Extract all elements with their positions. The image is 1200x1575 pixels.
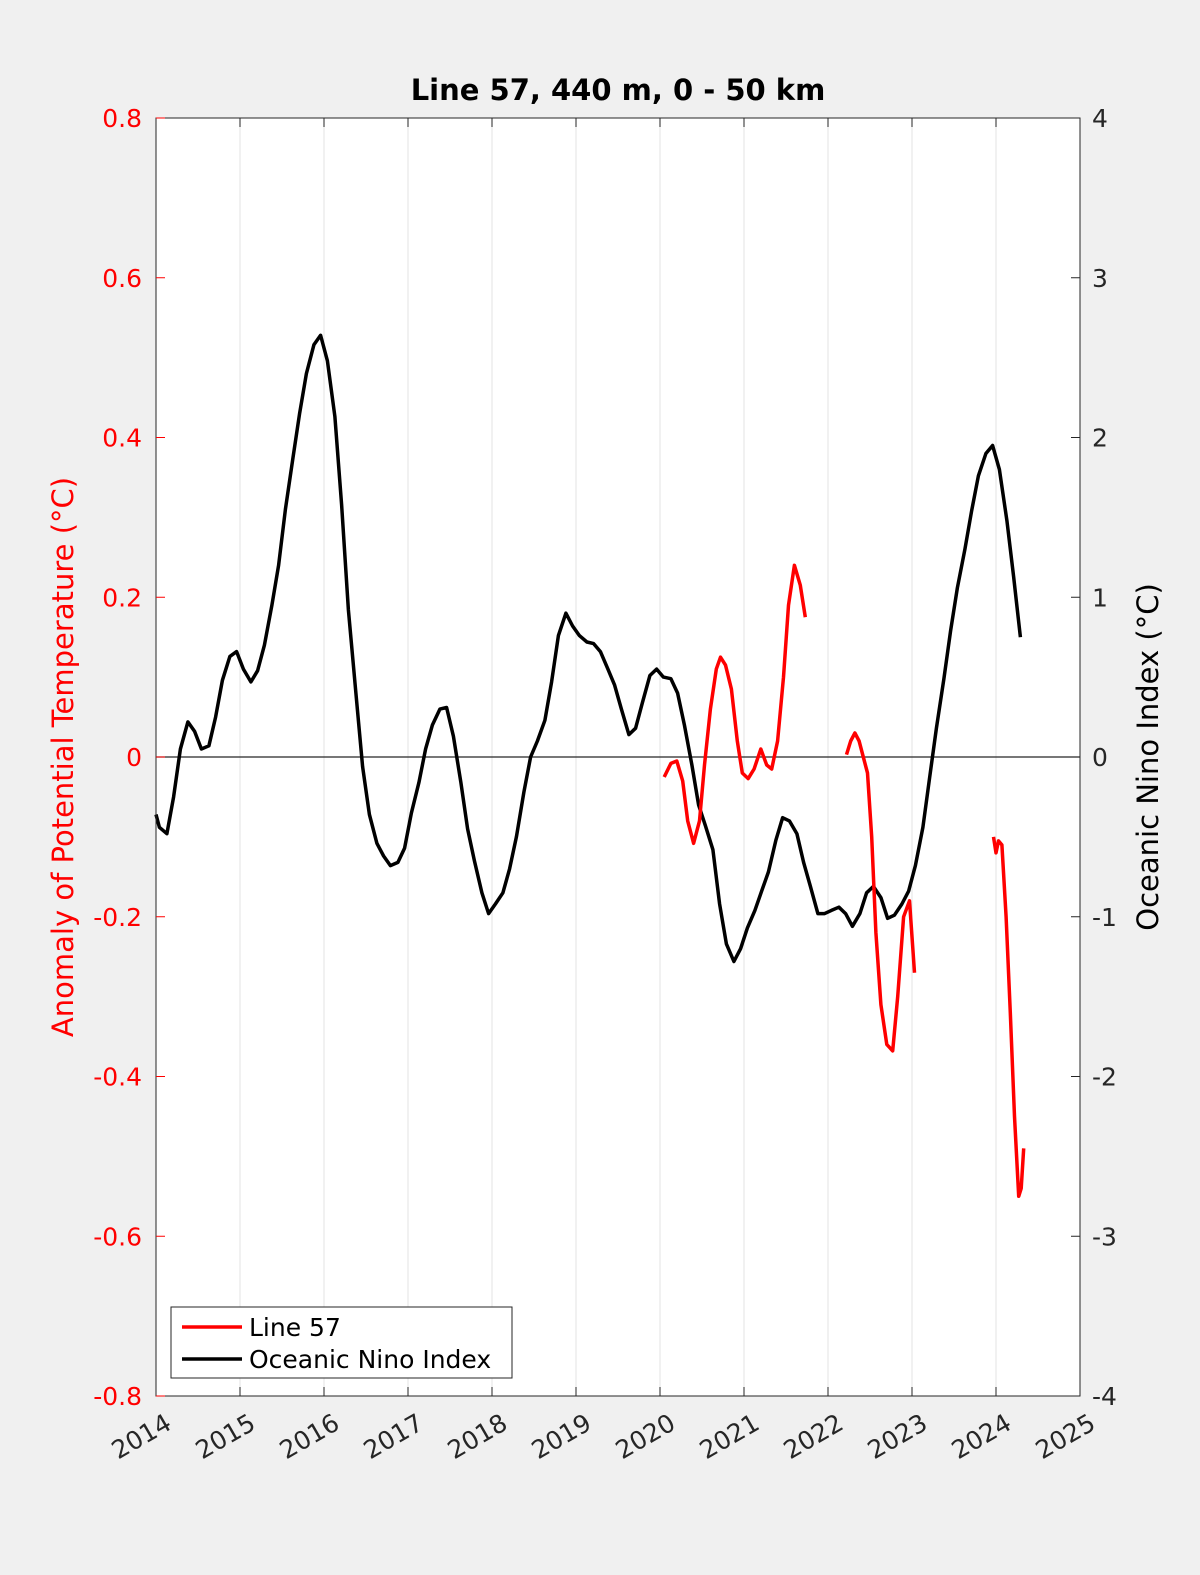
y-right-tick-label: -4	[1092, 1382, 1117, 1411]
x-tick-label-2020: 2020	[611, 1408, 681, 1465]
y-left-tick-label: -0.4	[93, 1063, 142, 1092]
y-right-tick-label: -1	[1092, 903, 1117, 932]
y-left-tick-label: -0.2	[93, 903, 142, 932]
x-tick-label-2025: 2025	[1031, 1408, 1101, 1465]
y-left-tick-label: -0.6	[93, 1222, 142, 1251]
legend-label-line-57: Line 57	[249, 1313, 341, 1342]
x-tick-labels: 2014 2015 2016 2017 2018 2019 2020 2021 2022 2023…	[107, 1408, 1101, 1465]
legend-box	[170, 1306, 513, 1379]
x-tick-label-2019: 2019	[527, 1408, 597, 1465]
series-line-line-57-segment-2	[844, 731, 917, 1053]
y-left-tick-labels: 0.8 0.6 0.4 0.2 0 -0.2 -0.4 -0.6 -0.8	[93, 104, 142, 1411]
legend: Line 57 Oceanic Nino Index	[170, 1306, 513, 1379]
x-tick-label-2023: 2023	[863, 1408, 933, 1465]
tick-marks	[155, 117, 1081, 1397]
y-right-tick-label: 0	[1092, 743, 1108, 772]
y-right-tick-label: -2	[1092, 1063, 1117, 1092]
y-left-tick-label: 0.2	[102, 583, 142, 612]
y-left-tick-label: -0.8	[93, 1382, 142, 1411]
series-layer	[154, 333, 1026, 1199]
y-right-tick-labels: 4 3 2 1 0 -1 -2 -3 -4	[1092, 104, 1117, 1411]
y-left-axis-label: Anomaly of Potential Temperature (°C)	[46, 477, 80, 1037]
y-left-tick-label: 0	[126, 743, 142, 772]
legend-label-oni: Oceanic Nino Index	[249, 1345, 491, 1374]
series-line-line-57-segment-1	[662, 563, 808, 846]
x-tick-label-2018: 2018	[443, 1408, 513, 1465]
y-left-tick-label: 0.6	[102, 264, 142, 293]
y-right-tick-label: 3	[1092, 264, 1108, 293]
x-tick-label-2022: 2022	[779, 1408, 849, 1465]
x-tick-label-2017: 2017	[359, 1408, 429, 1465]
x-tick-label-2024: 2024	[947, 1408, 1017, 1465]
y-left-tick-label: 0.8	[102, 104, 142, 133]
series-line-oceanic-nino-index-segment-1	[154, 333, 1023, 964]
y-right-tick-label: -3	[1092, 1222, 1117, 1251]
x-tick-label-2015: 2015	[191, 1408, 261, 1465]
x-tick-label-2014: 2014	[107, 1408, 177, 1465]
y-right-tick-label: 4	[1092, 104, 1108, 133]
series-line-line-57-segment-3	[991, 836, 1026, 1199]
y-left-tick-label: 0.4	[102, 424, 142, 453]
y-right-tick-label: 1	[1092, 583, 1108, 612]
x-tick-label-2021: 2021	[695, 1408, 765, 1465]
chart-title: Line 57, 440 m, 0 - 50 km	[411, 73, 826, 107]
x-tick-label-2016: 2016	[275, 1408, 345, 1465]
y-right-axis-label: Oceanic Nino Index (°C)	[1131, 583, 1165, 931]
y-right-tick-label: 2	[1092, 424, 1108, 453]
